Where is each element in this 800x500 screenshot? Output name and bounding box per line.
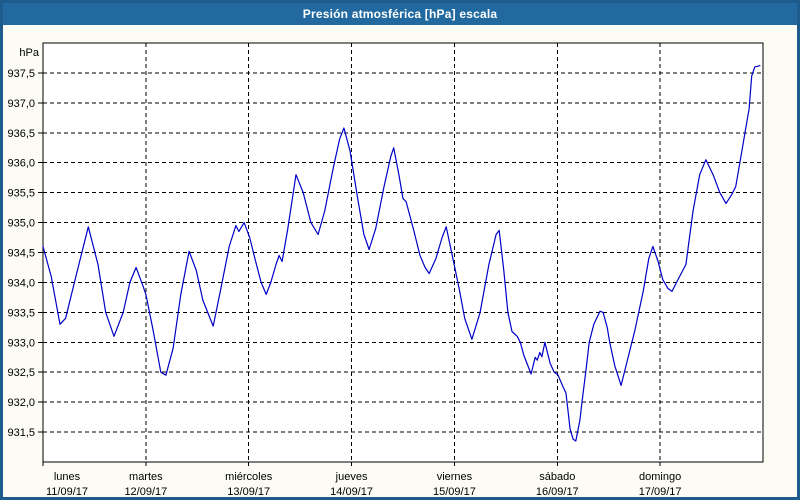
y-axis-tick-label: 933,5 (7, 307, 35, 319)
y-axis-tick-label: 934,0 (7, 277, 35, 289)
window-titlebar: Presión atmosférica [hPa] escala (3, 3, 797, 25)
x-axis-date-label: 13/09/17 (227, 486, 270, 498)
x-gridlines (42, 43, 661, 466)
pressure-line-chart: 931,5 932,0 932,5 933,0 933,5 934,0 934,5 935,0… (7, 42, 764, 498)
pressure-series-line (42, 65, 761, 442)
x-axis-day-label: jueves (335, 471, 368, 483)
y-axis-tick-label: 931,5 (7, 427, 35, 439)
y-axis-tick-label: 936,0 (7, 158, 35, 170)
x-axis-date-label: 14/09/17 (330, 486, 373, 498)
y-axis-tick-label: 935,0 (7, 218, 35, 230)
y-axis-tick-label: 933,0 (7, 337, 35, 349)
y-gridlines-and-labels: 931,5 932,0 932,5 933,0 933,5 934,0 934,5 935,0… (7, 68, 763, 439)
x-axis-date-label: 12/09/17 (124, 486, 167, 498)
x-axis-date-label: 11/09/17 (46, 486, 88, 498)
y-axis-tick-label: 937,5 (7, 68, 35, 80)
x-axis-day-label: lunes (54, 471, 81, 483)
x-axis-date-label: 16/09/17 (536, 486, 579, 498)
x-axis-day-label: sábado (539, 471, 575, 483)
y-axis-tick-label: 937,0 (7, 98, 35, 110)
window-title: Presión atmosférica [hPa] escala (302, 7, 498, 21)
x-axis-date-label: 17/09/17 (639, 486, 682, 498)
x-axis-day-label: viernes (437, 471, 473, 483)
y-axis-tick-label: 935,5 (7, 188, 35, 200)
y-axis-unit-label: hPa (19, 47, 39, 59)
x-axis-date-label: 15/09/17 (433, 486, 476, 498)
y-axis-tick-label: 936,5 (7, 128, 35, 140)
x-axis-day-label: domingo (639, 471, 681, 483)
y-axis-tick-label: 934,5 (7, 248, 35, 260)
chart-frame (42, 42, 764, 463)
x-axis-day-label: martes (129, 471, 163, 483)
x-axis-day-label: miércoles (225, 471, 273, 483)
y-axis-tick-label: 932,5 (7, 367, 35, 379)
x-axis-labels: lunes 11/09/17 martes 12/09/17 miércoles 13/0… (46, 471, 682, 498)
y-axis-tick-label: 932,0 (7, 397, 35, 409)
